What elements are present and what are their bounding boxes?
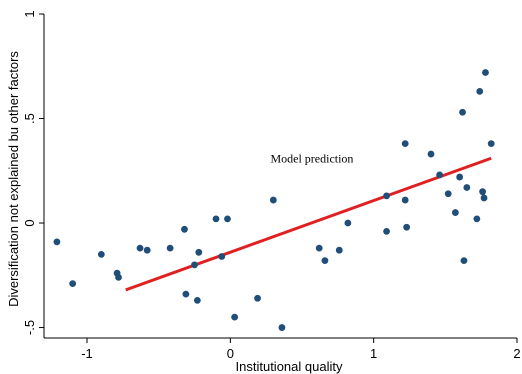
x-tick-label: -1	[81, 346, 93, 361]
model-prediction-label: Model prediction	[270, 151, 353, 165]
data-point	[195, 248, 203, 256]
data-point	[191, 261, 198, 269]
data-point	[97, 250, 105, 258]
data-point	[463, 184, 471, 191]
data-point	[278, 324, 286, 331]
data-point	[212, 215, 220, 223]
data-point	[383, 192, 390, 200]
data-point	[231, 313, 239, 321]
data-point	[218, 253, 226, 260]
data-point	[436, 171, 443, 179]
data-point	[315, 244, 323, 252]
data-point	[53, 238, 61, 246]
data-point	[69, 280, 77, 288]
data-point	[479, 188, 486, 196]
data-point	[401, 140, 409, 148]
x-tick-label: 2	[513, 346, 520, 361]
data-point	[344, 219, 352, 227]
data-point	[166, 244, 174, 252]
y-axis-ticks: -.5 0 .5 1	[22, 10, 44, 335]
data-point	[193, 296, 201, 304]
data-point	[473, 215, 481, 223]
data-point	[383, 227, 390, 235]
data-point	[487, 140, 495, 148]
data-point	[476, 87, 484, 95]
data-points	[53, 69, 495, 331]
data-point	[480, 194, 488, 202]
y-tick-label: 1	[22, 10, 37, 17]
x-axis-ticks: -1 0 1 2	[81, 338, 521, 361]
data-point	[401, 196, 409, 204]
x-tick-label: 0	[227, 346, 234, 361]
data-point	[115, 273, 122, 281]
data-point	[181, 225, 188, 233]
data-point	[136, 244, 144, 252]
y-axis-title: Diversification not explained bu other f…	[6, 51, 21, 307]
data-point	[143, 246, 151, 254]
y-tick-label: .5	[22, 113, 37, 124]
y-tick-label: 0	[22, 219, 37, 226]
data-point	[451, 209, 459, 216]
x-axis-title: Institutional quality	[236, 359, 343, 374]
data-point	[269, 196, 277, 204]
data-point	[321, 257, 329, 265]
data-point	[403, 223, 411, 231]
data-point	[482, 69, 489, 76]
data-point	[254, 294, 261, 302]
data-point	[224, 215, 231, 223]
data-point	[335, 246, 343, 254]
data-point	[427, 150, 435, 158]
data-point	[456, 173, 464, 181]
y-tick-label: -.5	[22, 320, 37, 335]
data-point	[444, 190, 452, 198]
data-point	[460, 257, 468, 265]
data-point	[182, 290, 190, 298]
x-tick-label: 1	[370, 346, 377, 361]
data-point	[459, 108, 466, 116]
model-prediction-line	[125, 156, 492, 292]
